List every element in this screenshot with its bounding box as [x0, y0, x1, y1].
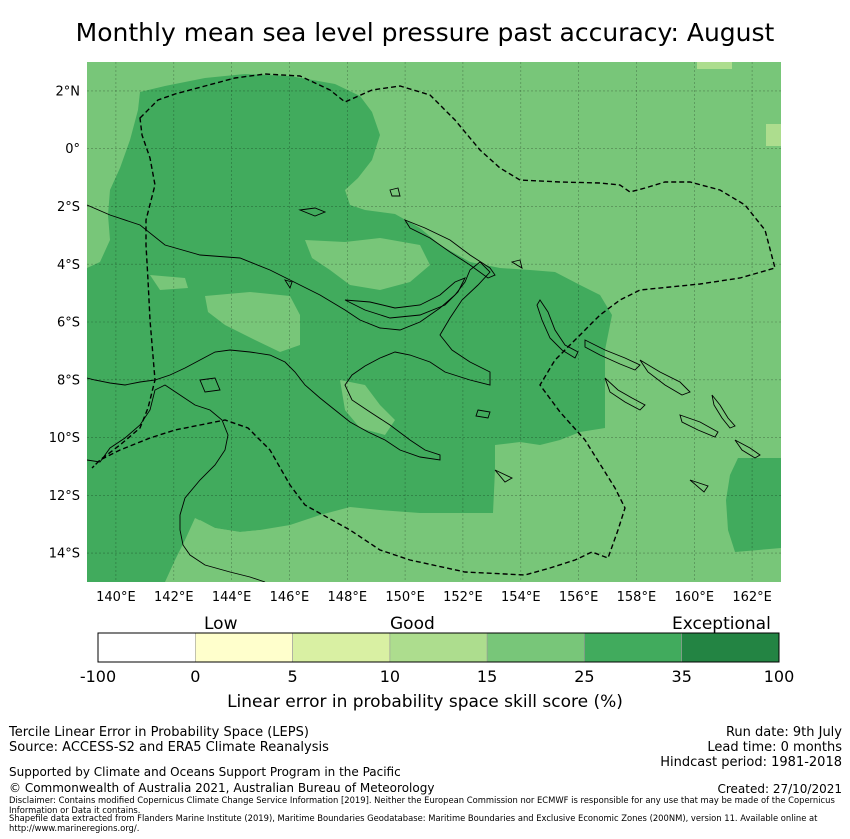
colorbar-tick: 25 [574, 667, 594, 686]
footer-source: Source: ACCESS-S2 and ERA5 Climate Reana… [9, 740, 329, 755]
new-ireland-coastline [403, 219, 496, 279]
footer-copyright: © Commonwealth of Australia 2021, Austra… [9, 781, 435, 795]
colorbar-tick: 5 [288, 667, 298, 686]
latitude-labels: 2°N 0° 2°S 4°S 6°S 8°S 10°S 12°S 14°S [49, 85, 80, 562]
skill-patch-inner-4 [150, 275, 188, 290]
colorbar-tick: -100 [80, 667, 116, 686]
footer-created: Created: 27/10/2021 [717, 782, 842, 796]
skill-patch-inner-2 [205, 292, 300, 352]
lon-label: 154°E [501, 590, 541, 605]
colorbar: -100 0 5 10 15 25 35 100 [80, 632, 794, 686]
colorbar-tick: 35 [672, 667, 692, 686]
solomon-4-coastline [679, 414, 719, 438]
skill-region-25-35-east [726, 458, 781, 552]
colorbar-bin [584, 632, 683, 663]
skill-patch-inner-1 [305, 238, 430, 290]
lat-label: 10°S [49, 431, 80, 446]
footer-method: Tercile Linear Error in Probability Spac… [9, 725, 309, 740]
footer-shapefile: Shapefile data extracted from Flanders M… [9, 813, 818, 833]
lon-label: 146°E [270, 590, 310, 605]
solomon-5-coastline [711, 394, 736, 429]
map-svg: 2°N 0° 2°S 4°S 6°S 8°S 10°S 12°S 14°S 14… [49, 62, 781, 605]
colorbar-category-exceptional: Exceptional [672, 614, 771, 634]
lat-label: 2°S [57, 200, 80, 215]
colorbar-bin [486, 632, 585, 663]
lon-label: 156°E [559, 590, 599, 605]
island-2 [389, 187, 401, 197]
solomon-3-coastline [604, 377, 646, 411]
lat-label: 14°S [49, 547, 80, 562]
lon-label: 162°E [732, 590, 772, 605]
footer-run-date: Run date: 9th July [725, 725, 842, 740]
new-britain-coastline [344, 277, 466, 319]
solomon-1-coastline [584, 339, 641, 371]
colorbar-tick: 15 [477, 667, 497, 686]
island-7 [510, 259, 523, 269]
solomon-2-coastline [639, 359, 691, 396]
map-area: 2°N 0° 2°S 4°S 6°S 8°S 10°S 12°S 14°S 14… [49, 62, 781, 605]
colorbar-label: Linear error in probability space skill … [227, 692, 623, 712]
coastlines [87, 187, 761, 582]
island-8 [199, 377, 221, 393]
colorbar-bin [681, 632, 780, 663]
lon-label: 160°E [675, 590, 715, 605]
lon-label: 140°E [96, 590, 136, 605]
footer-lead-time: Lead time: 0 months [707, 740, 842, 755]
skill-patch-5-10-north [697, 62, 732, 69]
lon-label: 144°E [212, 590, 252, 605]
bougainville-coastline [536, 299, 579, 359]
colorbar-category-good: Good [390, 614, 435, 634]
footer-hindcast: Hindcast period: 1981-2018 [660, 755, 842, 770]
colorbar-tick: 10 [380, 667, 400, 686]
colorbar-bin [292, 632, 391, 663]
lon-label: 148°E [328, 590, 368, 605]
island-4 [494, 469, 513, 483]
footer-support: Supported by Climate and Oceans Support … [9, 765, 401, 779]
skill-patch-inner-3 [340, 380, 395, 435]
lat-label: 4°S [57, 258, 80, 273]
lat-label: 12°S [49, 489, 80, 504]
lon-label: 158°E [617, 590, 657, 605]
island-3 [475, 409, 491, 419]
new-guinea-coastline [87, 204, 491, 461]
map-title: Monthly mean sea level pressure past acc… [75, 18, 775, 47]
colorbar-tick: 0 [190, 667, 200, 686]
skill-patch-inner-5 [185, 518, 265, 552]
graticule [87, 62, 781, 582]
island-5 [689, 479, 709, 493]
skill-patch-5-10-east [766, 124, 781, 146]
lon-label: 150°E [385, 590, 425, 605]
colorbar-category-low: Low [204, 614, 238, 634]
lat-label: 8°S [57, 373, 80, 388]
island-1 [298, 207, 327, 217]
colorbar-bin [195, 632, 293, 663]
solomon-6-coastline [734, 439, 761, 459]
lat-label: 6°S [57, 316, 80, 331]
lat-label: 2°N [56, 85, 81, 100]
footer-disclaimer: Disclaimer: Contains modified Copernicus… [9, 795, 835, 815]
colorbar-bin [389, 632, 488, 663]
colorbar-frame [97, 632, 780, 663]
lon-label: 142°E [154, 590, 194, 605]
eez-boundary [91, 73, 776, 576]
island-6 [283, 279, 293, 290]
colorbar-ticks: -100 0 5 10 15 25 35 100 [80, 667, 794, 686]
colorbar-bin [97, 632, 196, 663]
skill-region-25-35-main [87, 74, 612, 582]
australia-coastline [87, 384, 266, 582]
lon-label: 152°E [443, 590, 483, 605]
lat-label: 0° [65, 142, 80, 157]
colorbar-tick: 100 [764, 667, 795, 686]
longitude-labels: 140°E 142°E 144°E 146°E 148°E 150°E 152°… [96, 590, 772, 605]
